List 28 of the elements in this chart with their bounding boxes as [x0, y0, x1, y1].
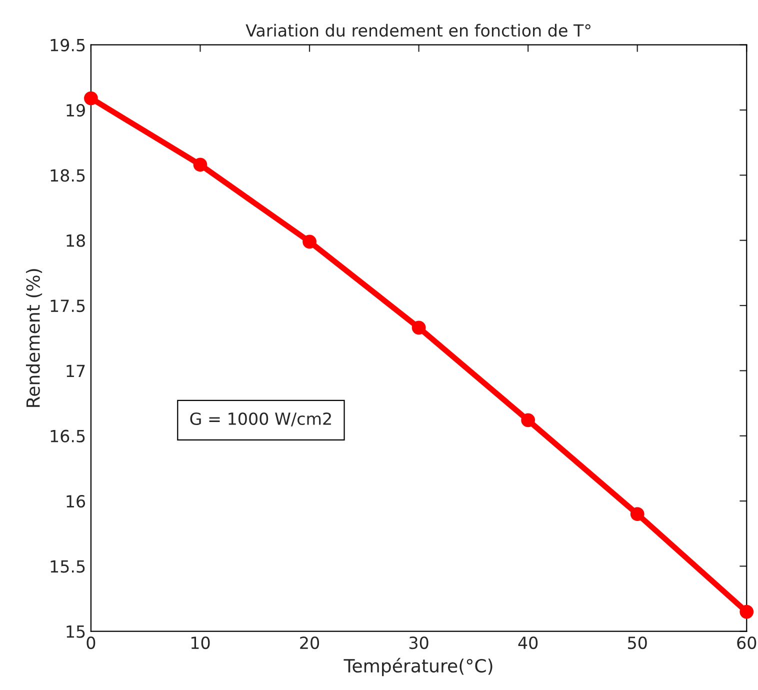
y-tick-label: 16	[66, 494, 86, 508]
y-tick-label: 18	[66, 234, 85, 247]
y-tick-label: 19	[66, 104, 85, 117]
x-tick-label: 0	[86, 636, 96, 650]
y-tick-label: 15	[66, 626, 85, 638]
x-tick-label: 50	[628, 636, 647, 650]
x-tick-label: 20	[300, 636, 320, 650]
point	[740, 604, 754, 619]
point	[630, 507, 644, 521]
y-tick-label: 15.5	[50, 560, 85, 573]
annotation: G = 1000 W/cm2	[190, 412, 331, 426]
x-tick-label: 60	[737, 636, 756, 650]
x-tick-label: 30	[409, 636, 428, 650]
point	[193, 158, 208, 172]
x-tick-label: 10	[191, 636, 210, 650]
y-tick-label: 17.5	[50, 300, 85, 312]
point	[412, 320, 426, 335]
y-axis-title: Rendement (%)	[26, 269, 42, 407]
point	[84, 91, 98, 106]
y-tick-label: 16.5	[50, 430, 85, 442]
chart-title: Variation du rendement en fonction de T°	[246, 24, 590, 37]
point	[521, 413, 536, 428]
x-axis-title: Température(°C)	[344, 658, 492, 676]
y-tick-label: 18.5	[50, 169, 85, 182]
y-tick-label: 17	[66, 364, 85, 378]
point	[302, 234, 316, 249]
y-tick-label: 19.5	[50, 38, 85, 52]
x-tick-label: 40	[518, 636, 538, 650]
